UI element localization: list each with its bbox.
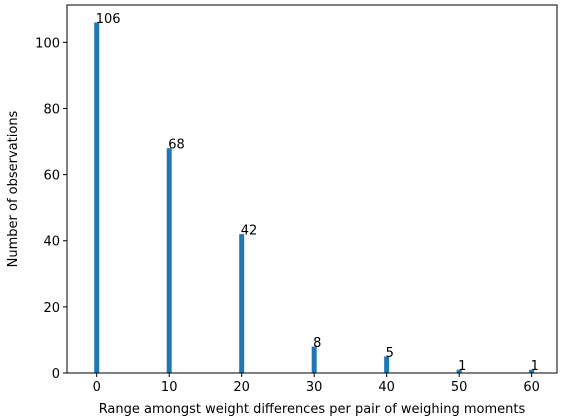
bar-50	[456, 369, 462, 373]
data-label-60: 1	[531, 359, 539, 374]
data-label-50: 1	[458, 359, 466, 374]
y-tick-label: 40	[43, 235, 60, 250]
bar-40	[384, 356, 390, 373]
data-label-30: 8	[313, 336, 321, 351]
x-tick-label: 10	[161, 380, 178, 395]
x-tick-label: 60	[523, 380, 540, 395]
y-tick-label: 80	[43, 102, 60, 117]
x-tick-label: 30	[306, 380, 323, 395]
data-labels-group: 106 68 42 8 5 1 1	[96, 12, 539, 374]
bar-0	[94, 22, 100, 374]
y-axis-ticks: 0 20 40 60 80 100	[35, 36, 67, 382]
bar-30	[311, 346, 317, 373]
x-tick-label: 40	[378, 380, 395, 395]
data-label-10: 68	[168, 138, 185, 153]
x-axis-ticks: 0 10 20 30 40 50 60	[93, 373, 540, 395]
bar-20	[239, 234, 245, 373]
y-tick-label: 100	[35, 36, 60, 51]
data-label-40: 5	[386, 346, 394, 361]
x-tick-label: 20	[233, 380, 250, 395]
bars-group	[94, 22, 535, 374]
data-label-0: 106	[96, 12, 121, 27]
x-tick-label: 50	[451, 380, 468, 395]
y-tick-label: 60	[43, 169, 60, 184]
plot-frame	[66, 4, 558, 374]
x-tick-label: 0	[93, 380, 101, 395]
y-tick-label: 20	[43, 301, 60, 316]
x-axis-label: Range amongst weight differences per pai…	[99, 402, 526, 416]
bar-60	[529, 369, 535, 373]
y-axis-label: Number of observations	[6, 110, 21, 267]
y-tick-label: 0	[52, 367, 60, 382]
data-label-20: 42	[241, 224, 258, 239]
bar-10	[166, 148, 172, 373]
